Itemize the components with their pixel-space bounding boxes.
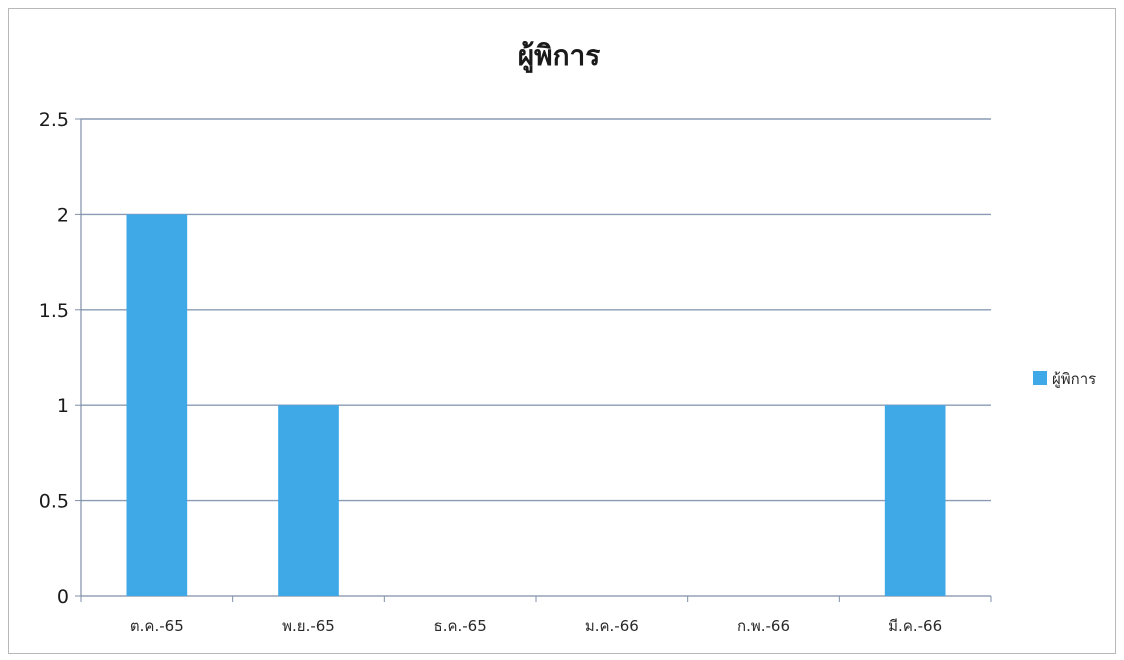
x-axis: ต.ค.-65 พ.ย.-65 ธ.ค.-65 ม.ค.-66 ก.พ.-66 มี.ค.…	[80, 595, 992, 635]
x-tick-label: ต.ค.-65	[130, 617, 184, 635]
legend-label: ผู้พิการ	[1052, 370, 1096, 388]
y-tick-label: 2	[57, 204, 69, 226]
gridlines	[81, 118, 991, 502]
bar	[278, 405, 339, 596]
x-tick-label: ม.ค.-66	[585, 617, 639, 635]
bar	[884, 405, 946, 596]
y-tick-label: 2.5	[39, 109, 69, 131]
y-tick-label: 1.5	[39, 300, 69, 322]
bar-chart: ผู้พิการ 0 0.5 1 1.5 2 2.5 ต.ค.-65 พ.ย.-65 ธ.ค.…	[39, 39, 1096, 635]
chart-title: ผู้พิการ	[518, 39, 601, 73]
y-tick-label: 1	[57, 395, 69, 417]
legend-swatch	[1033, 371, 1047, 385]
x-tick-label: มี.ค.-66	[888, 617, 942, 635]
x-tick-label: พ.ย.-65	[282, 617, 335, 635]
chart-frame: ผู้พิการ 0 0.5 1 1.5 2 2.5 ต.ค.-65 พ.ย.-65 ธ.ค.…	[8, 8, 1116, 654]
y-tick-label: 0.5	[39, 491, 69, 513]
legend: ผู้พิการ	[1033, 370, 1096, 388]
bars	[126, 214, 946, 596]
bar	[126, 214, 188, 596]
x-tick-label: ก.พ.-66	[737, 617, 790, 635]
x-tick-label: ธ.ค.-65	[434, 617, 487, 635]
y-tick-label: 0	[57, 586, 69, 608]
y-axis: 0 0.5 1 1.5 2 2.5	[39, 109, 82, 608]
